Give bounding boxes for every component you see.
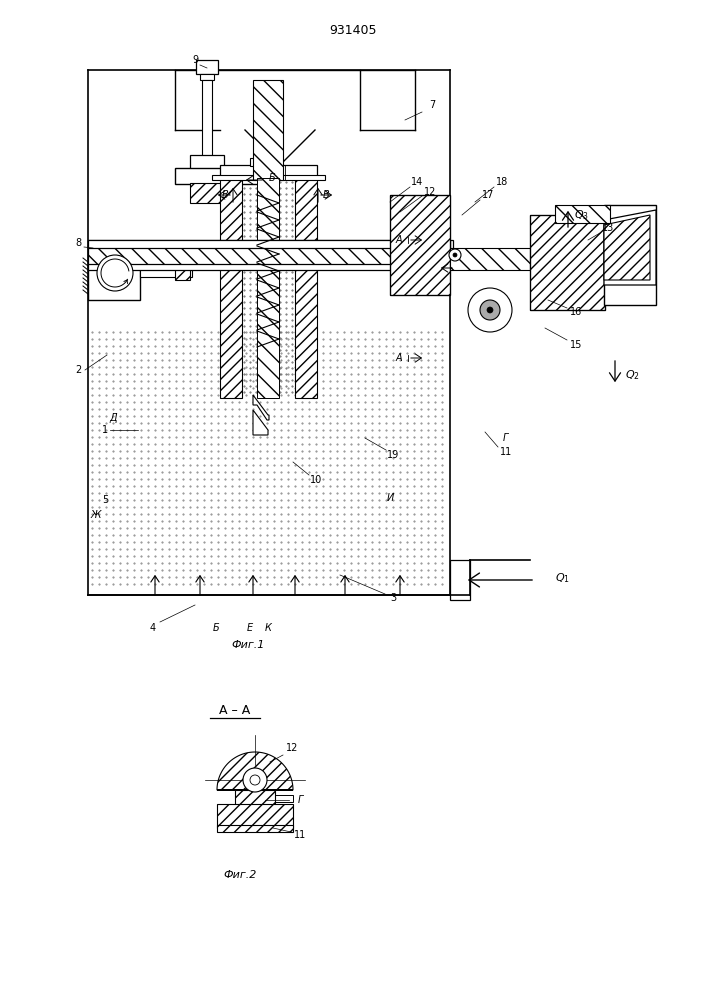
Polygon shape [604, 210, 656, 285]
Polygon shape [88, 264, 450, 270]
Text: Е: Е [247, 623, 253, 633]
Text: 16: 16 [570, 307, 582, 317]
Text: 4: 4 [150, 623, 156, 633]
Bar [175, 168, 263, 184]
Text: 12: 12 [423, 187, 436, 197]
Circle shape [480, 300, 500, 320]
Text: $Q_2$: $Q_2$ [624, 368, 639, 382]
Text: 12: 12 [286, 743, 298, 753]
Text: 7: 7 [429, 100, 435, 110]
Bar [390, 195, 450, 295]
Bar [390, 195, 450, 295]
Text: 8: 8 [75, 238, 81, 248]
Bar [555, 205, 610, 223]
Text: 15: 15 [570, 340, 582, 350]
Text: В: В [221, 190, 228, 200]
Bar [253, 80, 283, 180]
Text: Ж: Ж [90, 510, 101, 520]
Circle shape [468, 288, 512, 332]
Bar [530, 215, 605, 310]
Bar [604, 205, 656, 305]
Text: 1: 1 [102, 425, 108, 435]
Circle shape [453, 253, 457, 257]
Bar [190, 183, 224, 203]
Bar [220, 178, 242, 398]
Circle shape [243, 768, 267, 792]
Text: 13: 13 [602, 223, 614, 233]
Text: Б: Б [269, 173, 275, 183]
Text: 19: 19 [387, 450, 399, 460]
Text: А – А: А – А [219, 704, 250, 716]
Text: 17: 17 [481, 190, 494, 200]
Text: 3: 3 [390, 593, 396, 603]
Text: 10: 10 [310, 475, 322, 485]
Bar [140, 265, 192, 277]
Bar [88, 240, 453, 268]
Polygon shape [217, 825, 293, 832]
Text: 931405: 931405 [329, 23, 377, 36]
Polygon shape [88, 240, 450, 248]
Polygon shape [253, 395, 269, 420]
Polygon shape [267, 790, 293, 802]
Text: $Q_1$: $Q_1$ [555, 571, 570, 585]
Text: Б: Б [213, 623, 219, 633]
Text: В: В [322, 190, 329, 200]
Text: Фиг.2: Фиг.2 [223, 870, 257, 880]
Bar [257, 178, 279, 398]
Bar [530, 215, 605, 310]
Text: Г: Г [298, 795, 303, 805]
Circle shape [449, 249, 461, 261]
Bar [450, 560, 470, 600]
Text: 5: 5 [102, 495, 108, 505]
Polygon shape [235, 790, 275, 808]
Polygon shape [604, 215, 650, 280]
Text: А: А [395, 353, 402, 363]
Bar [295, 178, 317, 398]
Polygon shape [217, 804, 293, 828]
Bar [88, 245, 140, 300]
Text: Д: Д [109, 413, 117, 423]
Bar [220, 165, 317, 179]
Bar [450, 248, 530, 270]
Text: Фиг.1: Фиг.1 [231, 640, 264, 650]
Text: 9: 9 [192, 55, 198, 65]
Bar [202, 80, 212, 160]
Text: А: А [395, 235, 402, 245]
Bar [250, 158, 264, 166]
Bar [190, 155, 224, 169]
Polygon shape [253, 410, 268, 435]
Text: И: И [386, 493, 394, 503]
Text: Г: Г [502, 433, 508, 443]
Bar [212, 175, 325, 180]
Text: К: К [264, 623, 271, 633]
Text: 2: 2 [76, 365, 82, 375]
Text: 11: 11 [500, 447, 512, 457]
Bar [175, 250, 190, 280]
Circle shape [487, 307, 493, 313]
Text: $Q_3$: $Q_3$ [575, 208, 590, 222]
Text: 18: 18 [496, 177, 508, 187]
Polygon shape [217, 752, 293, 790]
Text: 14: 14 [411, 177, 423, 187]
Text: 11: 11 [294, 830, 306, 840]
Circle shape [97, 255, 133, 291]
Circle shape [250, 775, 260, 785]
Bar [200, 74, 214, 80]
Bar [196, 60, 218, 74]
